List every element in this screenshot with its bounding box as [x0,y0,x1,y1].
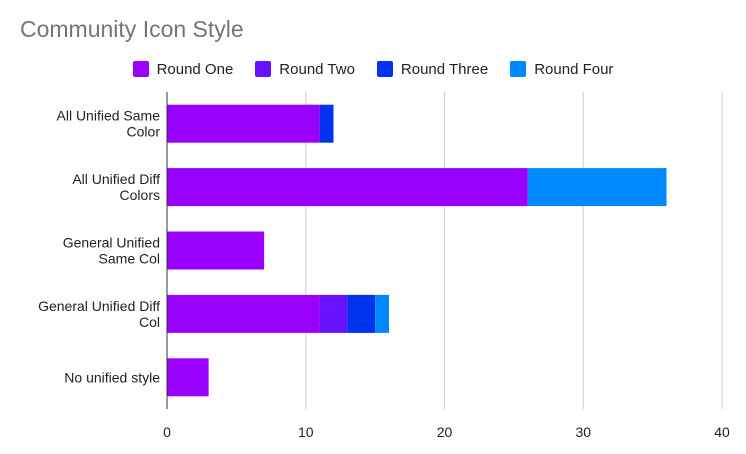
legend: Round One Round Two Round Three Round Four [0,58,746,80]
legend-swatch-round-four [510,61,527,77]
legend-swatch-round-two [255,61,272,77]
legend-label: Round Three [400,60,489,78]
legend-swatch-round-one [132,61,149,77]
legend-item-round-three: Round Three [376,60,489,78]
x-tick-label-10: 10 [298,424,314,440]
bar-round-one-general-unified-diff-col [167,294,320,333]
x-tick-label-20: 20 [437,424,453,440]
bar-round-four-all-unified-diff-colors [527,168,667,207]
bar-round-one-no-unified-style [167,358,209,397]
bars [167,104,667,397]
legend-label: Round Four [534,60,614,78]
bar-round-one-all-unified-diff-colors [167,168,528,207]
x-tick-label-30: 30 [575,424,591,440]
category-label: Color [127,124,161,140]
chart-title: Community Icon Style [20,16,244,42]
legend-label: Round One [156,60,234,78]
gridlines [305,92,723,409]
category-label: All Unified Same [57,108,161,124]
x-tick-label-40: 40 [714,424,730,440]
legend-item-round-one: Round One [132,60,234,78]
category-label: Same Col [99,251,160,267]
legend-label: Round Two [279,60,355,78]
legend-swatch-round-three [376,61,393,77]
category-label: Colors [120,187,160,203]
category-label: General Unified [63,235,160,251]
category-label: All Unified Diff [72,171,160,187]
bar-round-three-general-unified-diff-col [347,294,376,333]
category-label: No unified style [64,369,160,385]
bar-round-one-general-unified-same-col [167,231,265,270]
legend-item-round-four: Round Four [510,61,613,78]
bar-round-one-all-unified-same-color [167,104,320,143]
tick-labels: 0 10 20 30 40 [163,424,730,440]
x-tick-label-0: 0 [163,424,171,440]
bar-round-three-all-unified-same-color [319,104,334,143]
category-label: General Unified Diff [38,298,160,314]
legend-item-round-two: Round Two [255,61,355,78]
category-label: Col [139,314,160,330]
bar-round-four-general-unified-diff-col [375,294,389,333]
bar-round-two-general-unified-diff-col [319,294,348,333]
